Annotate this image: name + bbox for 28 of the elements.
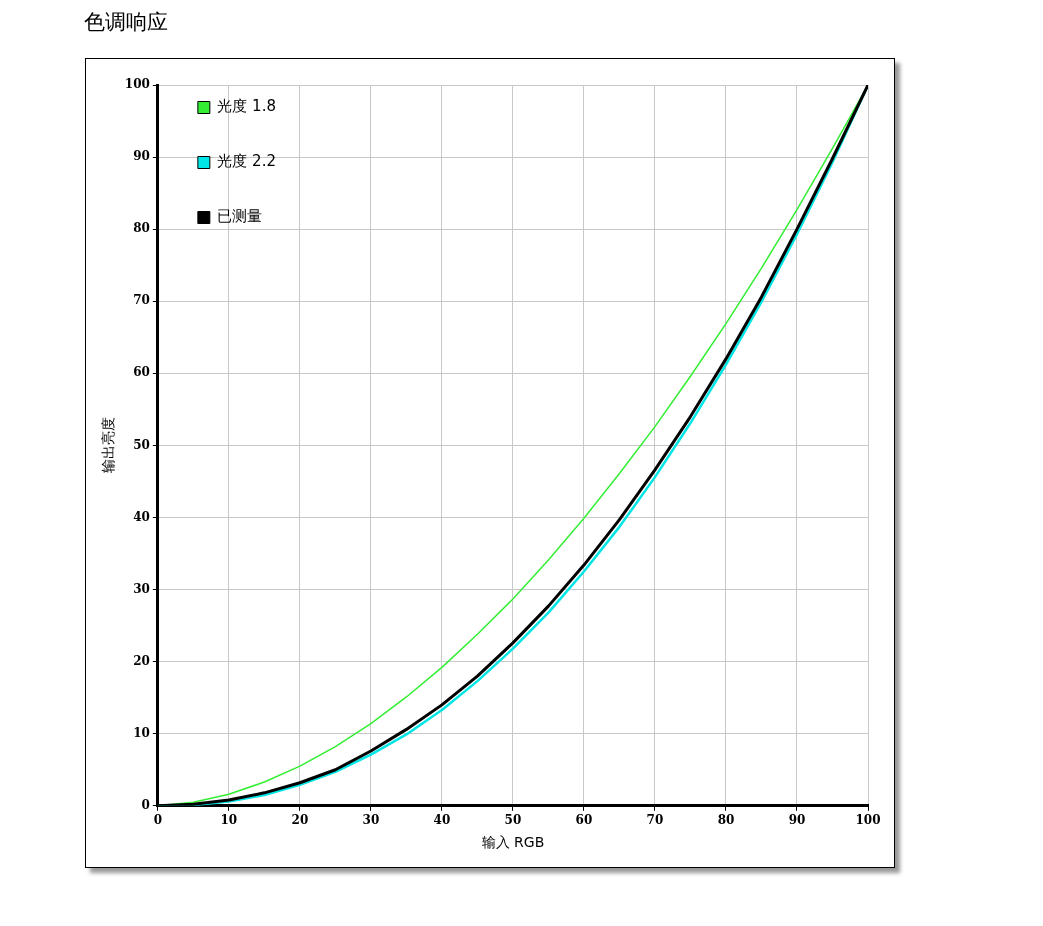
y-tick-label: 40	[133, 509, 150, 524]
y-tick-label: 0	[141, 797, 150, 812]
legend-label: 光度 2.2	[217, 152, 276, 171]
x-tick-label: 60	[575, 813, 593, 828]
y-tick-label: 30	[133, 581, 150, 596]
x-axis-title: 输入 RGB	[481, 834, 545, 851]
y-axis-title: 输出亮度	[100, 417, 117, 474]
y-tick-label: 70	[133, 293, 150, 308]
x-tick-label: 80	[717, 813, 735, 828]
legend-label: 光度 1.8	[217, 97, 276, 116]
x-tick-label: 0	[153, 813, 163, 828]
chart-title: 色调响应	[84, 9, 169, 36]
x-tick-label: 70	[646, 813, 664, 828]
y-tick-label: 90	[133, 149, 150, 164]
x-tick-label: 90	[788, 813, 806, 828]
y-tick-label: 20	[133, 653, 150, 668]
x-tick-label: 50	[504, 813, 522, 828]
x-tick-label: 40	[433, 813, 451, 828]
y-tick-label: 60	[133, 365, 150, 380]
y-tick-label: 100	[124, 77, 150, 92]
x-tick-label: 10	[220, 813, 238, 828]
y-tick-label: 10	[133, 725, 150, 740]
y-tick-label: 80	[133, 221, 150, 236]
x-tick-label: 20	[291, 813, 309, 828]
x-tick-label: 30	[362, 813, 380, 828]
y-tick-label: 50	[133, 437, 150, 452]
legend-label: 已测量	[217, 207, 263, 226]
x-tick-label: 100	[855, 813, 881, 828]
